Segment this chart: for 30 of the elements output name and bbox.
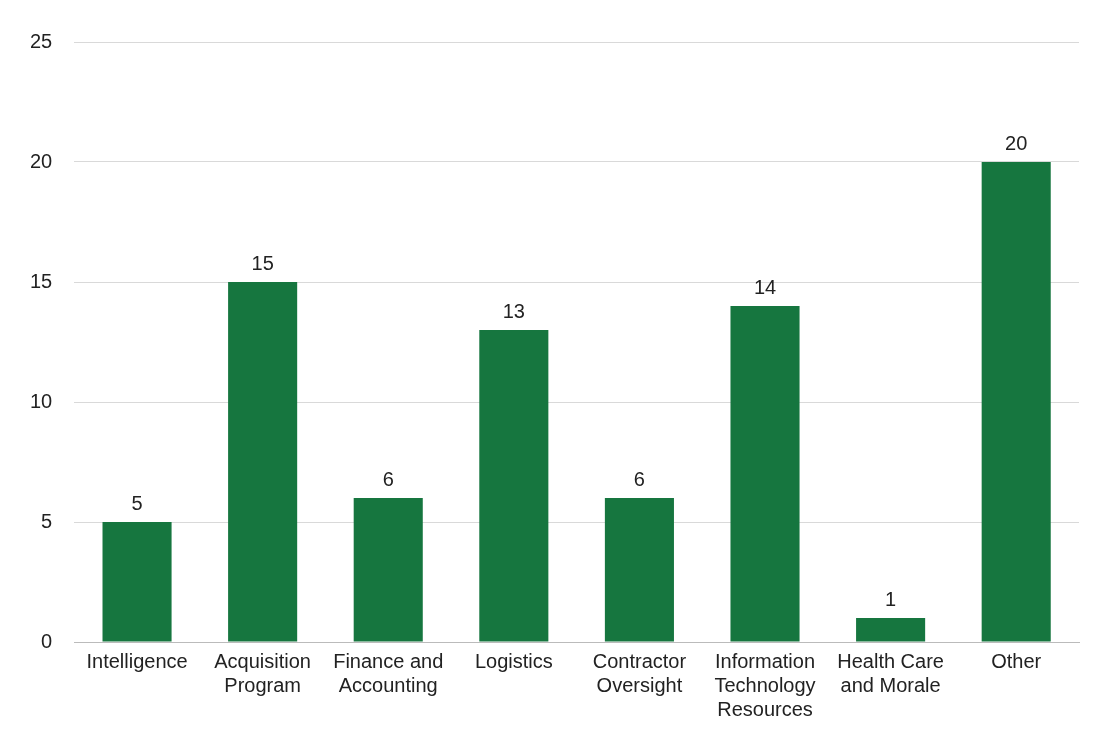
x-tick-label: Information Technology Resources <box>714 649 816 720</box>
bar <box>981 162 1051 642</box>
data-label: 5 <box>131 491 143 514</box>
bar <box>228 282 298 642</box>
x-tick-label: Contractor Oversight <box>592 649 687 696</box>
bar <box>353 498 423 642</box>
y-tick-label: 20 <box>30 149 53 172</box>
y-tick-label: 0 <box>41 629 53 652</box>
y-tick-label: 5 <box>41 509 53 532</box>
x-tick-label: Intelligence <box>86 649 188 672</box>
x-tick-label: Logistics <box>474 649 553 672</box>
x-tick-label: Finance and Accounting <box>333 649 444 696</box>
bar <box>604 498 674 642</box>
data-label: 20 <box>1005 131 1028 154</box>
data-label: 6 <box>633 467 645 490</box>
x-tick-label: Other <box>991 649 1042 672</box>
y-tick-label: 25 <box>30 29 53 52</box>
bar <box>479 330 549 642</box>
bar <box>102 522 172 642</box>
y-tick-label: 15 <box>30 269 53 292</box>
data-label: 13 <box>502 299 525 322</box>
data-label: 14 <box>753 275 777 298</box>
bar <box>856 618 926 642</box>
x-tick-label: Acquisition Program <box>214 649 311 696</box>
data-label: 1 <box>885 587 897 610</box>
x-tick-label: Health Care and Morale <box>837 649 944 696</box>
bar <box>730 306 800 642</box>
y-tick-label: 10 <box>30 389 53 412</box>
data-label: 6 <box>382 467 394 490</box>
data-label: 15 <box>251 251 274 274</box>
